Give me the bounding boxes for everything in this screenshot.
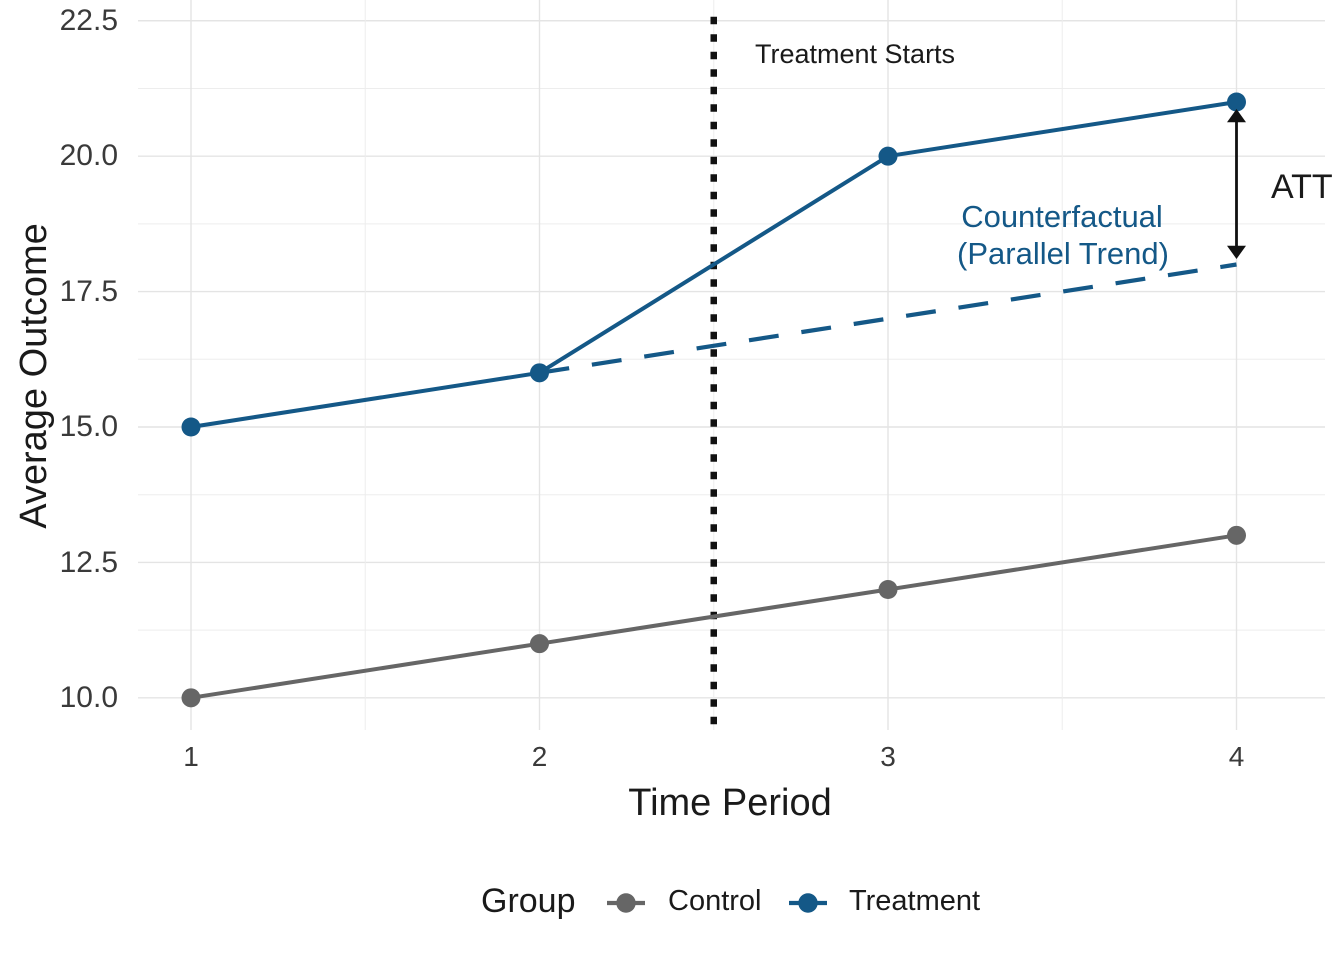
svg-text:Treatment: Treatment bbox=[849, 885, 980, 917]
svg-text:(Parallel Trend): (Parallel Trend) bbox=[957, 236, 1169, 271]
svg-text:4: 4 bbox=[1229, 741, 1245, 772]
svg-text:1: 1 bbox=[183, 741, 199, 772]
svg-text:ATT = 3.0: ATT = 3.0 bbox=[1271, 168, 1344, 206]
svg-text:12.5: 12.5 bbox=[60, 546, 118, 579]
svg-text:Control: Control bbox=[668, 885, 762, 917]
svg-text:Treatment Starts: Treatment Starts bbox=[755, 39, 955, 69]
svg-text:15.0: 15.0 bbox=[60, 410, 118, 443]
svg-text:22.5: 22.5 bbox=[60, 4, 118, 37]
svg-text:20.0: 20.0 bbox=[60, 139, 118, 172]
svg-text:3: 3 bbox=[880, 741, 896, 772]
svg-text:2: 2 bbox=[532, 741, 548, 772]
svg-text:10.0: 10.0 bbox=[60, 681, 118, 714]
svg-text:Counterfactual: Counterfactual bbox=[961, 199, 1163, 234]
svg-text:Average Outcome: Average Outcome bbox=[13, 223, 55, 529]
svg-text:17.5: 17.5 bbox=[60, 275, 118, 308]
svg-text:Group: Group bbox=[481, 882, 576, 920]
svg-text:Time Period: Time Period bbox=[628, 782, 831, 824]
